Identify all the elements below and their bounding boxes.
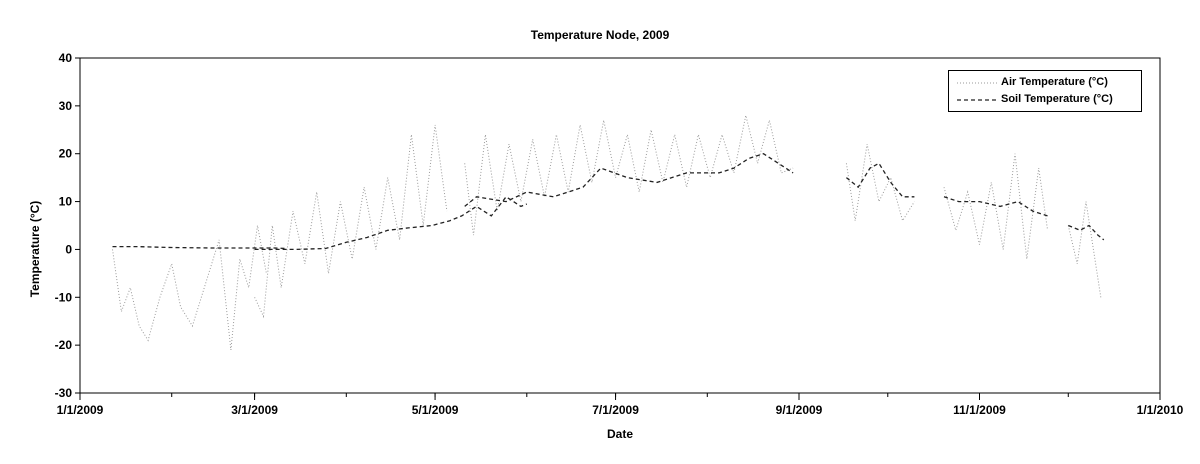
y-axis-label: Temperature (°C) — [28, 200, 42, 298]
soil-temperature-line — [1068, 224, 1105, 241]
legend-swatch-soil — [957, 99, 997, 101]
x-axis-label: Date — [606, 427, 633, 441]
y-tick-label: -10 — [55, 290, 73, 304]
y-tick-label: 40 — [59, 51, 73, 65]
air-temperature-line — [943, 153, 1049, 260]
x-tick-label: 1/1/2010 — [1137, 403, 1184, 417]
legend-label-air: Air Temperature (°C) — [1001, 76, 1108, 88]
y-tick-label: 0 — [65, 242, 72, 256]
air-temperature-line — [1067, 201, 1102, 298]
air-temperature-line — [254, 124, 448, 319]
soil-temperature-line — [845, 162, 915, 198]
soil-temperature-line — [254, 195, 528, 251]
x-tick-label: 1/1/2009 — [57, 403, 104, 417]
soil-temperature-line — [943, 196, 1048, 217]
y-tick-label: -30 — [55, 386, 73, 400]
y-tick-label: 20 — [59, 147, 73, 161]
x-tick-label: 3/1/2009 — [231, 403, 278, 417]
legend-swatch-air — [957, 82, 997, 84]
x-tick-label: 5/1/2009 — [412, 403, 459, 417]
legend-label-soil: Soil Temperature (°C) — [1001, 93, 1113, 105]
soil-temperature-line — [112, 245, 288, 250]
y-tick-label: 30 — [59, 99, 73, 113]
air-temperature-line — [845, 143, 915, 222]
y-tick-label: -20 — [55, 338, 73, 352]
air-temperature-line — [464, 115, 794, 236]
x-tick-label: 11/1/2009 — [953, 403, 1006, 417]
air-temperature-line — [112, 225, 267, 350]
chart-title: Temperature Node, 2009 — [530, 28, 670, 42]
soil-temperature-line — [464, 152, 794, 207]
legend-item-soil: Soil Temperature (°C) — [949, 92, 1141, 108]
x-tick-label: 9/1/2009 — [776, 403, 823, 417]
legend-item-air: Air Temperature (°C) — [949, 75, 1141, 91]
y-tick-label: 10 — [59, 195, 73, 209]
x-tick-label: 7/1/2009 — [592, 403, 639, 417]
plot-frame — [79, 57, 1161, 394]
chart-legend: Air Temperature (°C) Soil Temperature (°… — [948, 70, 1142, 112]
